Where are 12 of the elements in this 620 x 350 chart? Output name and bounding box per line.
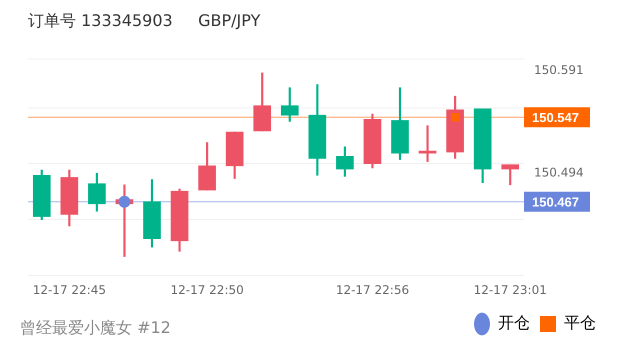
x-tick-label: 12-17 22:50: [170, 282, 244, 297]
legend-label: 开仓: [498, 313, 530, 332]
x-tick-label: 12-17 23:01: [474, 282, 547, 297]
text: 曾经最爱小魔女 #12: [20, 318, 171, 338]
y-tick-label: 150.591: [534, 62, 584, 77]
y-tick-label: 150.494: [534, 165, 584, 180]
chart-title: 订单号 133345903 GBP/JPY: [28, 10, 261, 30]
ref-line-label: 150.547: [532, 110, 579, 125]
x-tick-label: 12-17 22:56: [336, 282, 410, 297]
ref-line-label: 150.467: [532, 194, 579, 210]
x-tick-label: 12-17 22:45: [32, 282, 106, 297]
legend-label: 平仓: [564, 313, 596, 332]
